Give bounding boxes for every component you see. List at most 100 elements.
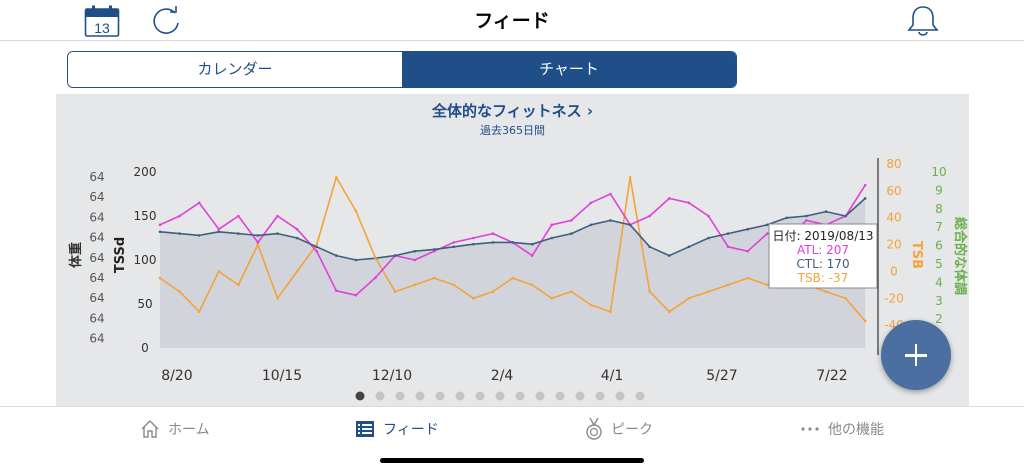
atl-point [863,183,867,187]
pager-dot[interactable] [495,391,505,401]
refresh-icon[interactable] [150,6,184,36]
atl-point [805,219,808,222]
home-icon [141,420,159,438]
x-tick-8-20: 8/20 [161,368,192,384]
tsb-tick: 0 [890,264,898,278]
ctl-point [550,236,554,240]
atl-point [687,201,691,205]
ctl-point [178,232,181,235]
ctl-point [511,241,514,244]
tsb-axis-label: TSB [909,241,924,269]
tsb-point [511,276,514,280]
tsb-point [393,290,397,293]
tab-more[interactable]: 他の機能 [800,415,884,443]
tsb-tick: 40 [886,211,901,225]
ctl-point [805,214,808,218]
calendar-icon[interactable]: 13 [84,5,120,37]
atl-point [315,249,319,253]
tsb-point [550,297,554,300]
ctl-point [315,245,319,249]
fitness-tick: 10 [931,165,946,179]
chart-title[interactable]: 全体的なフィットネス › [431,102,594,120]
atl-point [726,245,730,249]
ctl-point [452,245,456,249]
tsb-point [824,290,828,293]
pager-dot[interactable] [575,391,585,401]
tab-feed[interactable]: フィード [355,415,439,443]
pager-dot[interactable] [635,391,645,401]
add-button[interactable] [881,320,951,390]
pager-dot[interactable] [375,391,385,401]
atl-point [158,223,162,227]
tsb-tick: 20 [886,238,901,252]
fitness-tick: 6 [935,239,943,253]
tsb-point [354,209,358,213]
pager-dot[interactable] [455,391,465,401]
x-tick-2-4: 2/4 [491,368,514,384]
calendar-day: 13 [94,20,110,36]
weight-tick: 64 [89,271,104,285]
ctl-point [158,230,162,234]
bell-icon[interactable] [905,4,941,36]
tsb-point [276,297,279,300]
tsb-tick: 80 [886,157,901,171]
tooltip-ctl: CTL: 170 [796,257,849,271]
pager-dot[interactable] [415,391,425,401]
feed-list-icon [356,421,374,437]
weight-tick: 64 [89,190,104,204]
pager-dot[interactable] [595,391,605,401]
tab-more-label: 他の機能 [828,422,884,438]
pager-dot[interactable] [475,391,485,401]
ctl-point [589,223,593,227]
fitness-tick: 3 [935,294,943,308]
tssd-tick: 50 [137,297,152,311]
weight-tick: 64 [89,231,104,245]
atl-point [335,289,338,293]
ctl-point [570,232,573,235]
ctl-point [217,230,221,234]
atl-point [530,254,534,257]
atl-point [746,249,749,253]
pager-dot[interactable] [395,391,405,401]
atl-point [589,201,593,205]
pager-dot[interactable] [555,391,565,401]
tsb-point [178,290,181,293]
weight-tick: 64 [89,170,104,184]
pager-dot[interactable] [535,391,545,401]
ctl-point [707,236,710,240]
ctl-point [785,216,789,220]
tsb-point [766,283,769,287]
tsb-point [374,256,377,260]
view-segmented-control: カレンダー チャート [67,51,737,88]
tab-peak[interactable]: ピーク [585,415,653,443]
weight-tick: 64 [89,311,104,325]
atl-point [217,227,221,231]
atl-point [766,232,769,235]
ctl-point [746,227,749,231]
x-tick-12-10: 12/10 [372,368,412,384]
tooltip-atl: ATL: 207 [797,243,849,257]
tab-chart[interactable]: チャート [402,52,736,87]
chart-subtitle: 過去365日間 [480,124,545,137]
page-title: フィード [474,10,550,32]
pager-dot[interactable] [515,391,525,401]
pager-dot[interactable] [435,391,445,401]
atl-point [354,293,358,297]
fitness-tick: 2 [935,312,943,326]
tab-calendar[interactable]: カレンダー [68,52,402,87]
weight-tick: 64 [89,291,104,305]
ctl-point [432,248,436,251]
tooltip-date: 日付: 2019/08/13 [772,229,873,243]
ctl-point [628,223,632,227]
ctl-point [824,210,828,213]
pager-dot[interactable] [615,391,625,401]
top-bar: 13 フィード [0,0,1024,41]
pager-dot[interactable] [355,391,365,401]
tab-home[interactable]: ホーム [140,415,210,443]
fitness-axis-label: 総合的な体調 [952,217,968,295]
tab-peak-label: ピーク [611,422,653,438]
ctl-point [863,197,867,200]
ctl-point [295,236,299,240]
